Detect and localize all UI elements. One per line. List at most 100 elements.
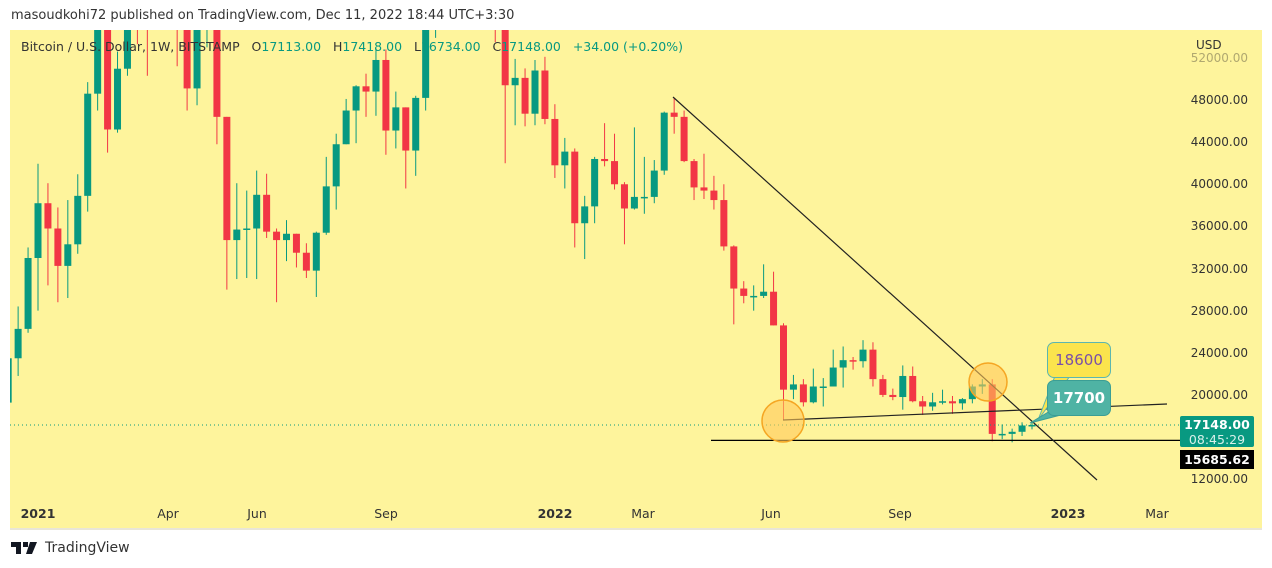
candle-body[interactable] [412,97,420,151]
candle-body[interactable] [650,170,658,197]
symbol-name[interactable]: Bitcoin / U.S. Dollar, 1W, BITSTAMP [21,39,240,54]
candle-body[interactable] [511,77,519,86]
candle-body[interactable] [372,59,380,92]
candle-body[interactable] [551,118,559,166]
candle-body[interactable] [94,0,102,94]
candle-body[interactable] [292,233,300,253]
candle-body[interactable] [839,360,847,368]
candle-body[interactable] [114,68,122,130]
tradingview-footer[interactable]: TradingView [11,540,130,556]
candle-body[interactable] [561,151,569,166]
candle-body[interactable] [780,325,787,390]
candle-body[interactable] [581,206,589,224]
candle-body[interactable] [909,375,917,402]
candle-body[interactable] [760,291,768,296]
candle-body[interactable] [700,187,708,191]
candle-body[interactable] [829,367,837,387]
candle-body[interactable] [74,195,82,245]
candle-body[interactable] [789,384,797,390]
candle-body[interactable] [680,116,688,162]
candle-body[interactable] [591,158,599,207]
candle-body[interactable] [531,70,539,114]
candle-body[interactable] [611,161,619,185]
candle-body[interactable] [929,402,937,407]
candle-body[interactable] [571,151,579,224]
candle-body[interactable] [809,386,817,403]
candle-body[interactable] [432,0,439,27]
candle-body[interactable] [988,384,996,434]
candle-body[interactable] [0,403,2,405]
candle-body[interactable] [799,384,807,403]
callout-18600[interactable]: 18600 [1047,342,1111,378]
candle-body[interactable] [740,288,748,296]
candle-body[interactable] [233,229,241,241]
candle-body[interactable] [939,401,947,403]
candle-body[interactable] [402,107,410,151]
candle-body[interactable] [819,386,827,388]
candle-body[interactable] [710,190,718,201]
candle-body[interactable] [541,70,549,119]
candle-body[interactable] [501,2,509,86]
candle-body[interactable] [521,77,529,114]
candle-body[interactable] [958,399,966,404]
candle-body[interactable] [183,14,191,89]
candle-body[interactable] [492,0,499,2]
candle-body[interactable] [879,379,887,395]
candle-body[interactable] [720,200,728,247]
candle-body[interactable] [322,186,330,233]
candle-body[interactable] [859,349,867,362]
candle-body[interactable] [34,203,42,258]
candle-body[interactable] [620,184,628,209]
candle-body[interactable] [283,233,290,241]
candle-body[interactable] [154,0,161,18]
candle-body[interactable] [253,194,261,229]
candle-body[interactable] [670,112,678,117]
candle-body[interactable] [332,144,340,187]
candle-body[interactable] [422,27,430,98]
candle-body[interactable] [869,349,877,380]
candle-body[interactable] [104,0,112,130]
candle-body[interactable] [1028,424,1036,427]
candle-body[interactable] [54,228,62,266]
candle-body[interactable] [144,1,151,18]
candle-body[interactable] [1018,425,1026,432]
candle-body[interactable] [134,0,141,1]
candle-body[interactable] [730,246,738,289]
candle-body[interactable] [849,360,857,362]
candle-body[interactable] [362,86,370,92]
candle-body[interactable] [630,196,638,209]
candle-body[interactable] [213,0,221,117]
candle-body[interactable] [690,161,698,188]
candle-body[interactable] [44,203,52,229]
candle-body[interactable] [1008,431,1016,434]
candle-body[interactable] [223,116,231,241]
candle-body[interactable] [193,0,201,89]
candle-body[interactable] [14,328,22,359]
candle-body[interactable] [382,59,390,131]
callout-17700[interactable]: 17700 [1047,380,1111,416]
candle-body[interactable] [770,291,778,326]
candle-body[interactable] [919,401,927,407]
candle-body[interactable] [342,110,350,145]
candle-body[interactable] [392,107,400,131]
candle-body[interactable] [640,196,648,199]
candle-body[interactable] [24,257,32,329]
candle-body[interactable] [601,158,609,162]
candle-body[interactable] [750,295,758,298]
candle-body[interactable] [5,358,12,403]
candle-body[interactable] [84,93,92,196]
candle-body[interactable] [243,228,251,231]
candle-body[interactable] [948,401,956,404]
candle-body[interactable] [174,0,181,14]
candle-body[interactable] [312,232,320,271]
candle-body[interactable] [899,375,907,398]
candle-body[interactable] [123,0,131,69]
candle-body[interactable] [302,252,310,271]
candle-body[interactable] [352,86,360,111]
candle-body[interactable] [889,394,897,398]
candle-body[interactable] [263,194,271,232]
candle-body[interactable] [660,112,668,171]
candle-body[interactable] [64,244,72,266]
candle-body[interactable] [273,231,281,241]
